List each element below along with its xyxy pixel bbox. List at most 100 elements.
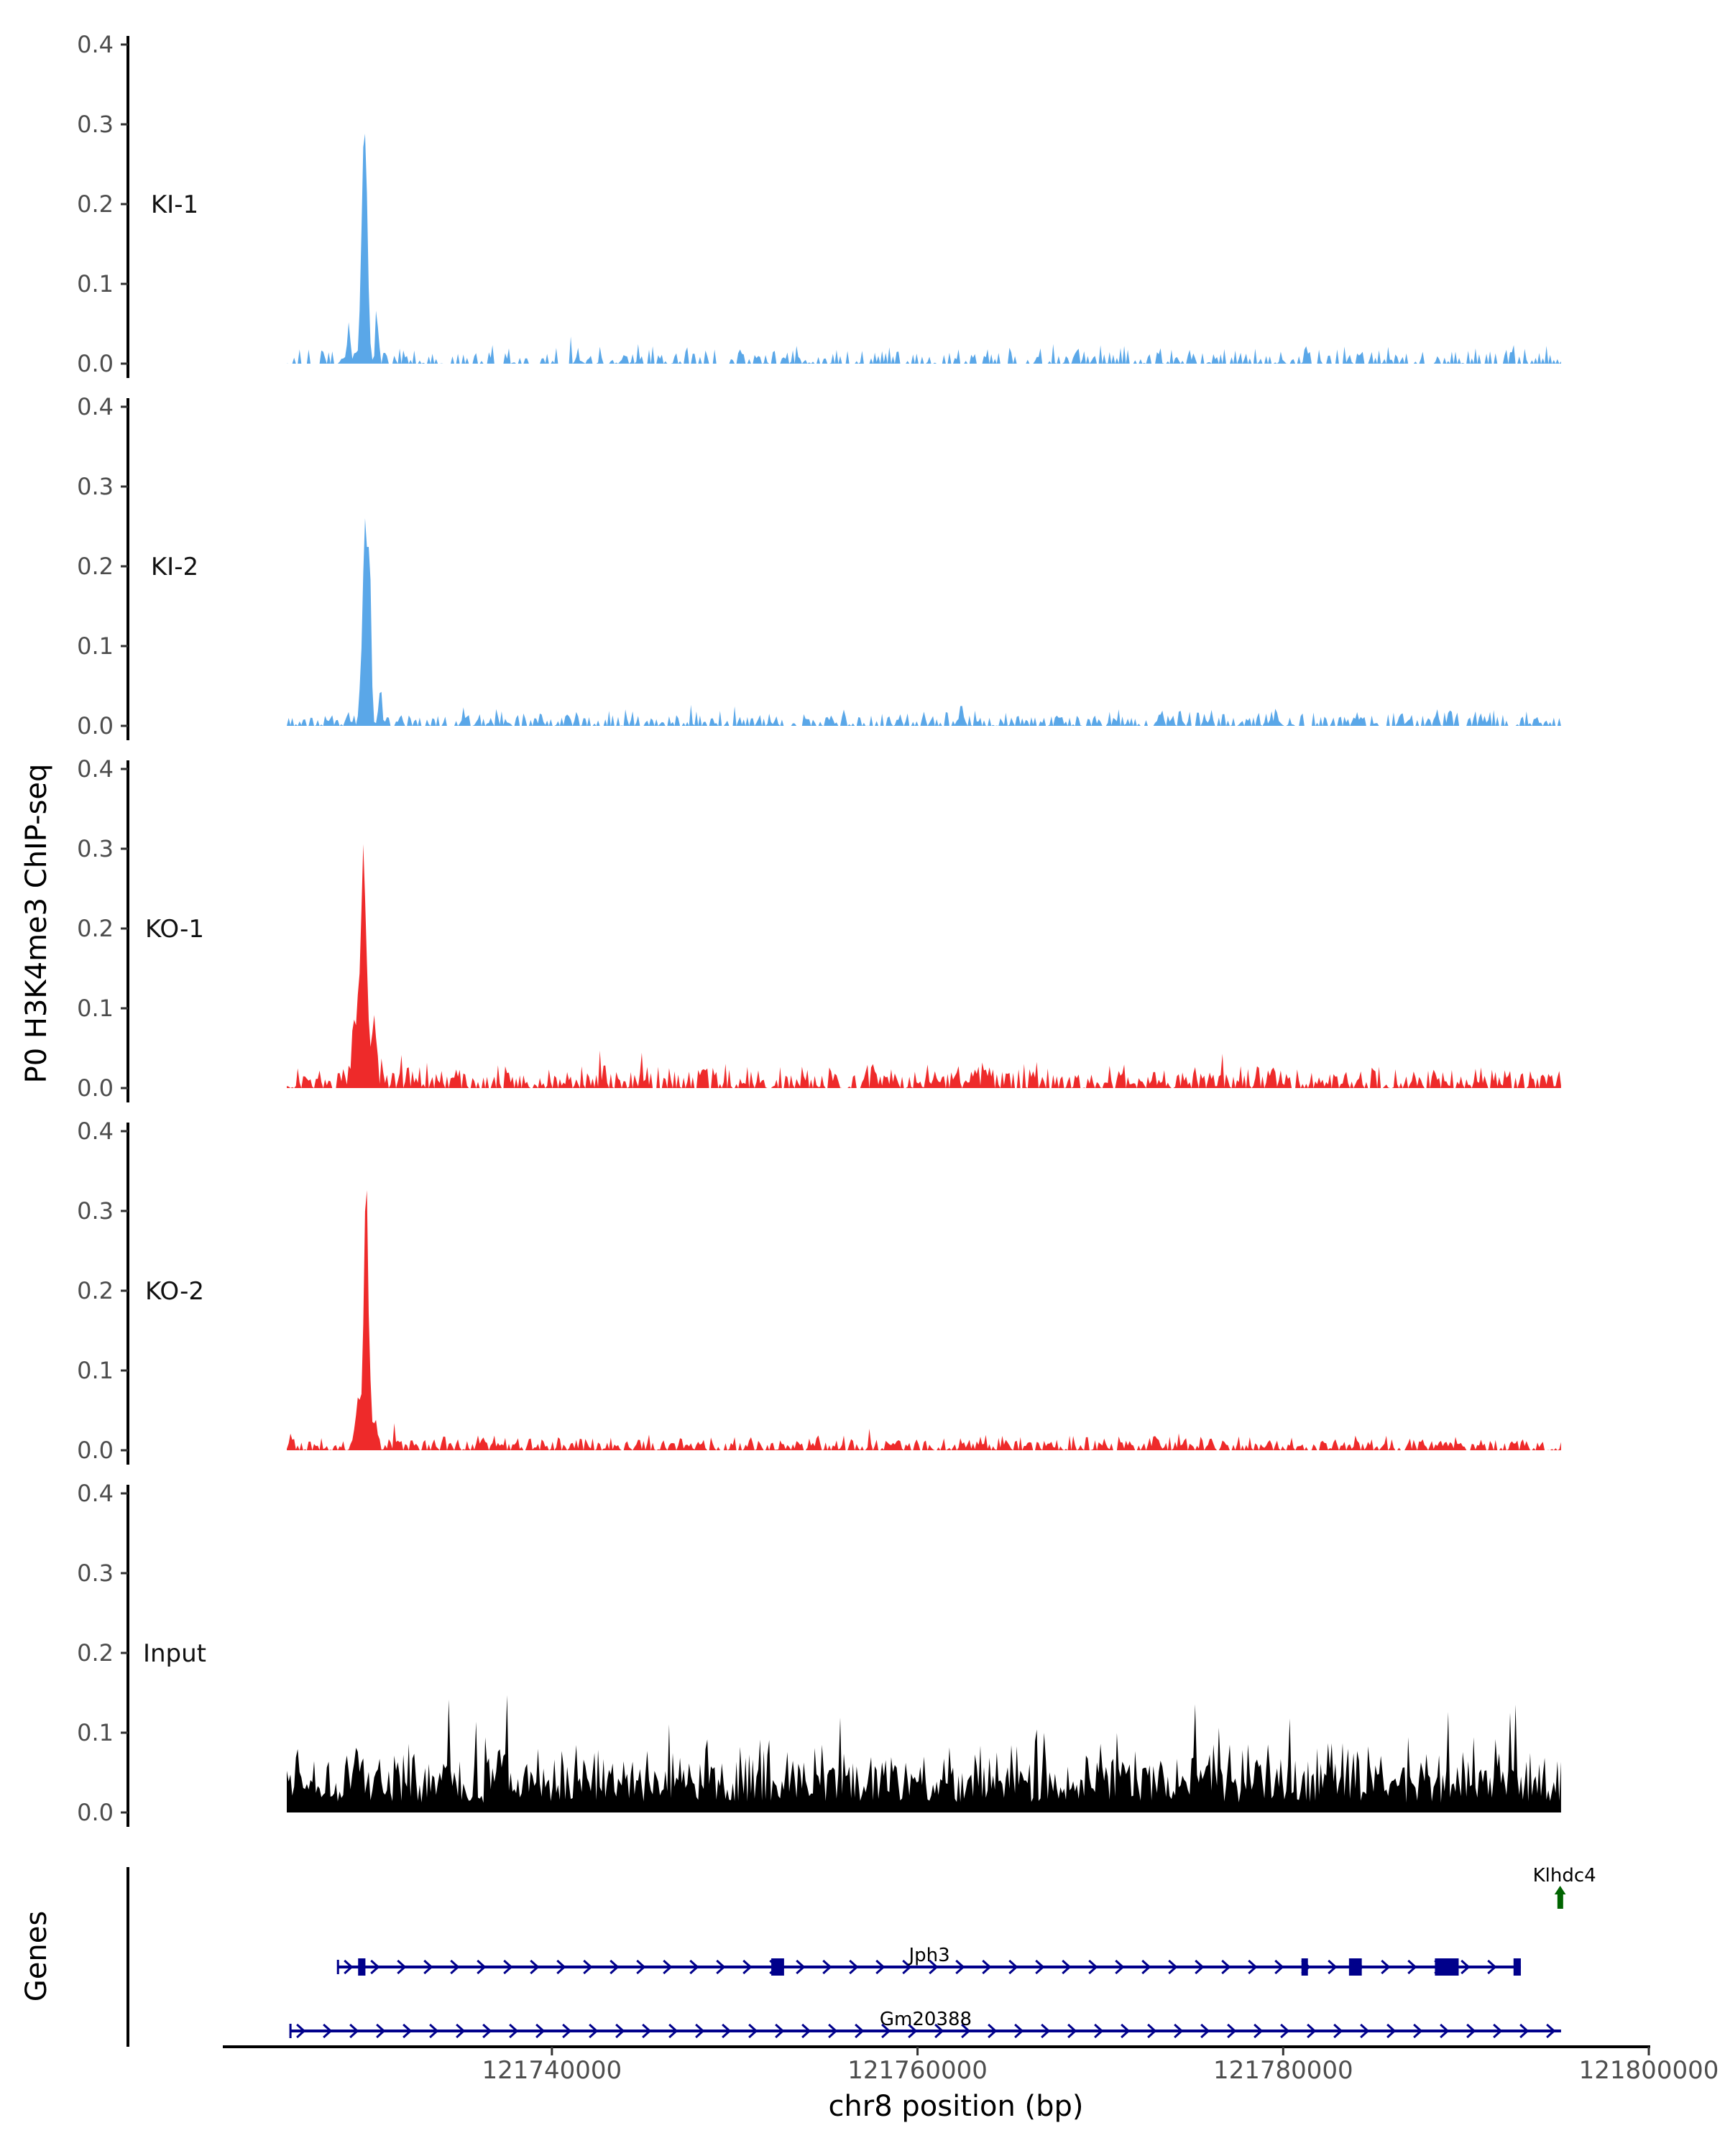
y-tick-label: 0.2 [77, 1277, 114, 1304]
y-tick-label: 0.1 [77, 1357, 114, 1384]
strand-chevron [1147, 2023, 1157, 2039]
strand-chevron [801, 2023, 811, 2039]
x-tick-label: 121780000 [1213, 2056, 1353, 2085]
strand-chevron [1168, 1959, 1178, 1975]
strand-chevron [562, 2023, 572, 2039]
y-tick-label: 0.2 [77, 915, 114, 942]
y-tick-label: 0.4 [77, 31, 114, 58]
strand-chevron [1381, 1959, 1391, 1975]
strand-chevron [908, 2023, 918, 2039]
strand-chevron [1333, 2023, 1343, 2039]
x-tick-label: 121800000 [1579, 2056, 1719, 2085]
strand-chevron [849, 1959, 859, 1975]
y-tick-label: 0.1 [77, 995, 114, 1022]
strand-chevron [1407, 1959, 1417, 1975]
signal-area-ko-2 [287, 1190, 1561, 1450]
strand-chevron [1274, 1959, 1284, 1975]
y-axis-title: P0 H3K4me3 ChIP-seq [20, 764, 53, 1084]
gene-label: Klhdc4 [1533, 1865, 1596, 1886]
strand-chevron [902, 1959, 912, 1975]
y-tick-label: 0.0 [77, 1799, 114, 1826]
x-tick-label: 121760000 [847, 2056, 988, 2085]
strand-chevron [961, 2023, 971, 2039]
strand-chevron [423, 1959, 433, 1975]
gene-jph3: Jph3 [336, 1945, 1521, 1976]
strand-chevron [1014, 2023, 1024, 2039]
strand-arrow [1554, 1886, 1566, 1894]
y-tick-label: 0.3 [77, 1197, 114, 1225]
signal-area-ko-1 [287, 844, 1561, 1088]
strand-chevron [934, 2023, 944, 2039]
strand-chevron [1008, 1959, 1018, 1975]
strand-chevron [716, 1959, 726, 1975]
strand-chevron [370, 1959, 380, 1975]
strand-chevron [1088, 1959, 1098, 1975]
strand-chevron [796, 1959, 806, 1975]
strand-chevron [1221, 1959, 1231, 1975]
strand-chevron [349, 2023, 359, 2039]
y-tick-label: 0.0 [77, 1074, 114, 1102]
strand-chevron [775, 2023, 785, 2039]
strand-chevron [1115, 1959, 1125, 1975]
strand-chevron [668, 2023, 678, 2039]
strand-chevron [875, 1959, 886, 1975]
y-tick-label: 0.3 [77, 111, 114, 138]
strand-chevron [589, 2023, 599, 2039]
strand-chevron [1360, 2023, 1370, 2039]
strand-chevron [402, 2023, 413, 2039]
strand-chevron [1094, 2023, 1104, 2039]
strand-chevron [748, 2023, 758, 2039]
strand-chevron [855, 2023, 865, 2039]
strand-chevron [1195, 1959, 1205, 1975]
strand-chevron [1174, 2023, 1184, 2039]
strand-chevron [296, 2023, 306, 2039]
strand-chevron [1062, 1959, 1072, 1975]
strand-chevron [695, 2023, 705, 2039]
strand-chevron [1227, 2023, 1237, 2039]
y-tick-label: 0.2 [77, 553, 114, 580]
strand-chevron [1254, 2023, 1264, 2039]
strand-chevron [509, 2023, 519, 2039]
track-panel-ko-1: 0.0 0.1 0.2 0.3 0.4 KO-1 [77, 755, 1561, 1102]
y-tick-label: 0.1 [77, 1719, 114, 1746]
exon [1557, 1894, 1563, 1909]
gene-gm20388: Gm20388 [289, 2009, 1561, 2039]
strand-chevron [1328, 1959, 1338, 1975]
track-label: KO-1 [145, 915, 204, 944]
gene-klhdc4: Klhdc4 [1533, 1865, 1596, 1909]
strand-chevron [535, 2023, 546, 2039]
track-label: KI-2 [151, 553, 198, 581]
strand-chevron [1035, 1959, 1045, 1975]
strand-chevron [583, 1959, 593, 1975]
gene-label: Jph3 [907, 1945, 949, 1966]
y-tick-label: 0.1 [77, 270, 114, 298]
strand-chevron [1280, 2023, 1290, 2039]
genes-track-title: Genes [20, 1911, 53, 2001]
strand-chevron [376, 2023, 386, 2039]
strand-chevron [1386, 2023, 1397, 2039]
y-tick-label: 0.1 [77, 632, 114, 660]
strand-chevron [556, 1959, 566, 1975]
signal-area-ki-1 [287, 134, 1561, 364]
strand-chevron [477, 1959, 487, 1975]
exon [1513, 1958, 1521, 1976]
track-panel-ko-2: 0.0 0.1 0.2 0.3 0.4 KO-2 [77, 1118, 1561, 1465]
strand-chevron [982, 1959, 992, 1975]
track-panel-ki-2: 0.0 0.1 0.2 0.3 0.4 KI-2 [77, 393, 1561, 740]
exon [1348, 1958, 1362, 1976]
strand-chevron [1200, 2023, 1210, 2039]
strand-chevron [1041, 2023, 1051, 2039]
strand-chevron [1067, 2023, 1077, 2039]
x-axis-title: chr8 position (bp) [828, 2090, 1083, 2123]
strand-chevron [1546, 2023, 1556, 2039]
strand-chevron [636, 1959, 646, 1975]
signal-area-input [287, 1695, 1561, 1812]
track-panel-input: 0.0 0.1 0.2 0.3 0.4 Input [77, 1480, 1561, 1827]
signal-area-ki-2 [287, 518, 1561, 726]
strand-chevron [1121, 2023, 1131, 2039]
track-label: KO-2 [145, 1277, 204, 1306]
y-tick-label: 0.2 [77, 190, 114, 218]
y-tick-label: 0.3 [77, 473, 114, 500]
strand-chevron [1460, 1959, 1471, 1975]
